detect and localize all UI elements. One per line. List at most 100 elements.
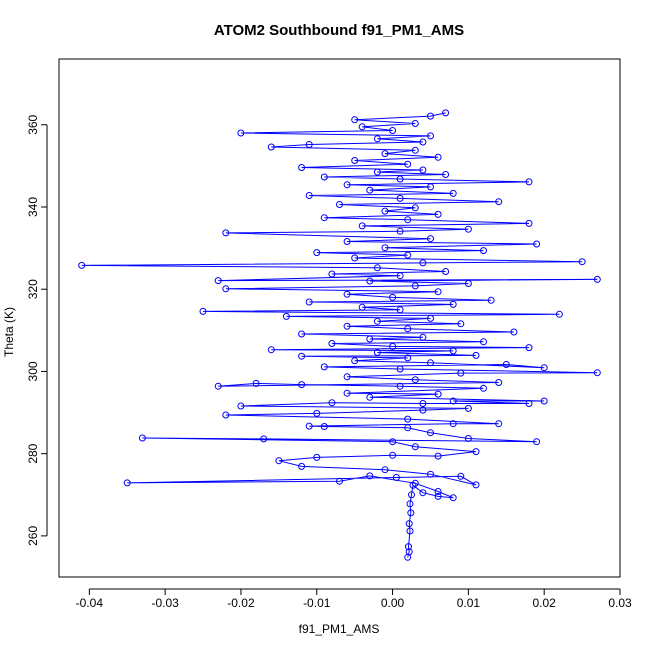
data-point [214,382,222,390]
data-point [78,261,86,269]
data-point [222,411,230,419]
data-point [389,451,397,459]
data-point [351,357,359,365]
data-point [405,548,413,556]
data-point [449,347,457,355]
data-point [222,285,230,293]
data-point [396,194,404,202]
data-point [404,160,412,168]
x-tick-label: 0.02 [533,596,557,610]
y-tick-label: 340 [26,197,40,217]
data-point [442,109,450,117]
data-point [404,216,412,224]
data-point [328,399,336,407]
data-point [495,198,503,206]
data-point [305,298,313,306]
data-point [449,494,457,502]
data-point [419,406,427,414]
x-tick-label: -0.03 [151,596,179,610]
data-point [434,390,442,398]
data-point [411,120,419,127]
data-point [419,259,427,267]
data-point [282,312,290,320]
data-point [252,379,260,387]
data-point [396,382,404,390]
data-point [411,146,419,154]
data-point [389,127,397,134]
data-point [373,168,381,176]
data-point [320,214,328,222]
data-point [464,435,472,442]
data-point [343,389,351,397]
data-point [343,290,351,298]
data-point [389,438,397,446]
data-point [351,116,359,124]
data-point [358,222,366,230]
data-point [525,178,533,186]
data-point [366,335,374,343]
data-point [336,201,343,208]
data-point [419,400,427,407]
data-point [442,268,450,275]
data-point [343,238,351,245]
data-point [434,488,442,495]
y-tick-label: 260 [26,526,40,546]
data-point [328,270,336,278]
data-point [442,171,450,178]
data-point [123,479,131,487]
data-point [404,415,412,423]
data-point [313,453,321,461]
data-point [267,143,275,151]
data-point [419,138,427,146]
data-point [533,240,541,248]
data-point [593,369,601,377]
data-point [358,123,366,131]
data-point [495,379,503,386]
data-point [313,409,321,417]
data-point [480,384,487,392]
y-tick-label: 300 [26,361,40,381]
data-point [298,352,306,360]
data-point [480,247,487,255]
data-point [472,351,480,359]
data-point [427,429,434,437]
data-point [593,275,601,283]
data-point [502,361,510,368]
data-point [320,173,328,181]
data-point [396,227,404,235]
data-point [472,448,480,456]
data-point [298,381,306,389]
data-point [457,472,465,480]
data-point [373,349,381,356]
data-point [525,400,533,407]
y-tick-label: 360 [26,114,40,134]
data-point [434,492,442,500]
data-point [510,328,518,336]
data-point [381,244,389,252]
data-point [396,365,404,373]
data-point [472,481,480,489]
data-point [381,150,389,158]
y-tick-label: 320 [26,279,40,299]
data-point [487,296,495,304]
data-point [419,333,427,341]
data-point [404,424,412,432]
data-point [457,320,465,328]
data-point [396,306,404,314]
data-point [427,183,434,191]
data-layer [78,109,601,561]
data-point [434,288,442,296]
data-point [313,249,321,257]
data-point [214,277,222,285]
data-point [464,280,472,287]
data-point [366,472,374,480]
data-point [419,166,427,174]
data-point [540,364,548,372]
data-point [427,470,434,478]
data-point [392,474,400,481]
data-point [366,186,374,194]
data-point [404,354,412,362]
data-point [449,300,457,308]
